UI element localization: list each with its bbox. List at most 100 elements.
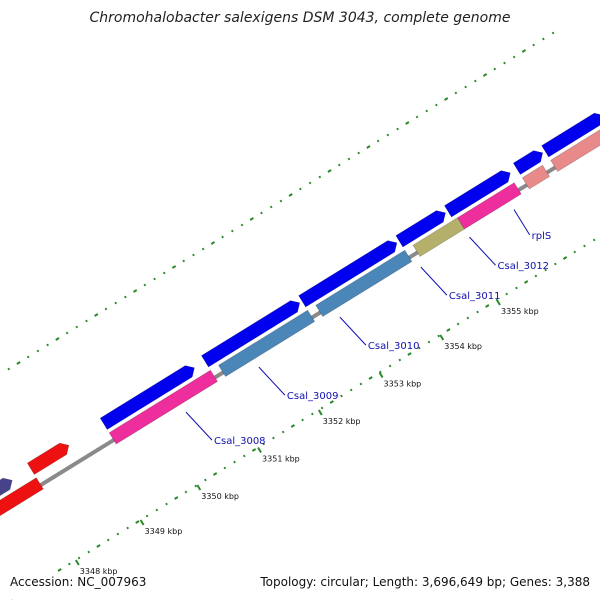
gc-dot-inner (126, 526, 129, 530)
gc-dot-outer (182, 259, 186, 263)
gc-dot-outer (171, 265, 177, 269)
gc-dot-outer (521, 49, 527, 53)
gc-dot-outer (347, 157, 351, 161)
gene-label: Csal_3008 (214, 436, 266, 447)
gc-dot-inner (476, 310, 479, 314)
gc-dot-outer (357, 151, 361, 155)
gc-dot-inner (524, 280, 529, 284)
gc-dot-inner (359, 382, 363, 386)
gc-dot-outer (425, 109, 429, 113)
gc-dot-inner (233, 460, 236, 464)
gc-dot-outer (551, 31, 555, 35)
cds-forward (512, 150, 544, 175)
gc-dot-outer (444, 97, 449, 101)
scale-tick (196, 484, 202, 491)
gc-dot-outer (337, 163, 341, 167)
gc-dot-outer (104, 307, 108, 311)
gc-dot-inner (388, 364, 392, 368)
gc-dot-outer (85, 319, 88, 323)
gc-dot-inner (135, 520, 140, 524)
gc-dot-inner (281, 430, 285, 434)
cds-forward (541, 112, 600, 158)
gc-dot-outer (299, 187, 302, 191)
gc-dot-inner (184, 490, 188, 494)
gc-dot-inner (534, 274, 538, 278)
gene-label: Csal_3012 (498, 261, 550, 272)
gc-dot-inner (417, 346, 421, 350)
gc-dot-inner (223, 466, 227, 470)
gc-dot-outer (366, 145, 371, 149)
gc-dot-inner (466, 316, 470, 320)
gc-dot-outer (16, 361, 21, 365)
cog-magenta (108, 369, 218, 445)
gc-dot-outer (435, 103, 438, 107)
gc-dot-outer (512, 55, 516, 59)
gc-dot-outer (7, 367, 11, 371)
gc-dot-outer (308, 181, 312, 185)
gc-dot-outer (124, 295, 127, 299)
cds-forward (201, 300, 301, 368)
gc-dot-outer (249, 217, 254, 221)
gc-dot-inner (174, 496, 179, 500)
scale-tick (74, 559, 80, 566)
gc-dot-inner (485, 304, 490, 308)
feature-track (0, 112, 600, 517)
gc-dot-outer (473, 79, 477, 83)
gc-dot-outer (279, 199, 283, 203)
gc-dot-inner (592, 238, 596, 242)
scale-tick-label: 3352 kbp (323, 417, 361, 426)
gene-label-leader (513, 209, 531, 236)
cog-magenta (457, 182, 522, 230)
gc-dot-outer (464, 85, 467, 89)
gc-dot-outer (269, 205, 273, 209)
gc-dot-outer (230, 229, 234, 233)
scale-tick (257, 446, 262, 454)
gc-dot-inner (194, 484, 198, 488)
gc-dot-outer (46, 343, 49, 347)
gc-dot-outer (482, 73, 488, 77)
gc-dot-inner (116, 532, 120, 536)
gc-dot-outer (65, 331, 69, 335)
gc-dot-outer (288, 193, 293, 197)
gc-dot-inner (301, 418, 304, 422)
gc-dot-inner (562, 256, 568, 260)
gc-dot-outer (201, 247, 205, 251)
cds-forward (395, 210, 446, 248)
scale-tick (439, 334, 445, 341)
gene-label-leader (339, 316, 367, 346)
gc-dot-outer (240, 223, 244, 227)
gc-dot-outer (386, 133, 390, 137)
gc-dot-inner (456, 322, 460, 326)
gc-dot-outer (454, 91, 458, 95)
gene-label-leader (469, 236, 496, 266)
scale-tick-label: 3351 kbp (262, 455, 300, 464)
gc-dot-outer (192, 253, 195, 257)
cog-pink (550, 129, 600, 172)
cds-forward-dark (0, 477, 13, 496)
gc-dot-inner (379, 370, 382, 374)
gc-dot-inner (165, 502, 168, 506)
scale-tick-label: 3355 kbp (501, 307, 539, 316)
scale-tick-label: 3350 kbp (201, 492, 239, 501)
cds-forward (444, 170, 511, 218)
gc-dot-inner (96, 544, 101, 548)
gc-dot-outer (221, 235, 224, 239)
gc-dot-outer (260, 211, 263, 215)
gc-dot-outer (376, 139, 380, 143)
gc-dot-inner (573, 250, 577, 254)
gc-dot-outer (143, 283, 147, 287)
gc-skew-track (7, 31, 596, 572)
gc-dot-outer (94, 313, 99, 317)
cds-forward-red (26, 442, 70, 475)
gc-dot-inner (553, 262, 557, 266)
gc-dot-inner (145, 514, 149, 518)
gc-dot-inner (251, 448, 257, 452)
gc-dot-outer (36, 349, 40, 353)
scale-tick-label: 3353 kbp (384, 380, 422, 389)
cog-red (0, 477, 44, 517)
gc-dot-outer (210, 241, 216, 245)
gc-dot-inner (446, 328, 451, 332)
cog-pink (521, 164, 550, 190)
